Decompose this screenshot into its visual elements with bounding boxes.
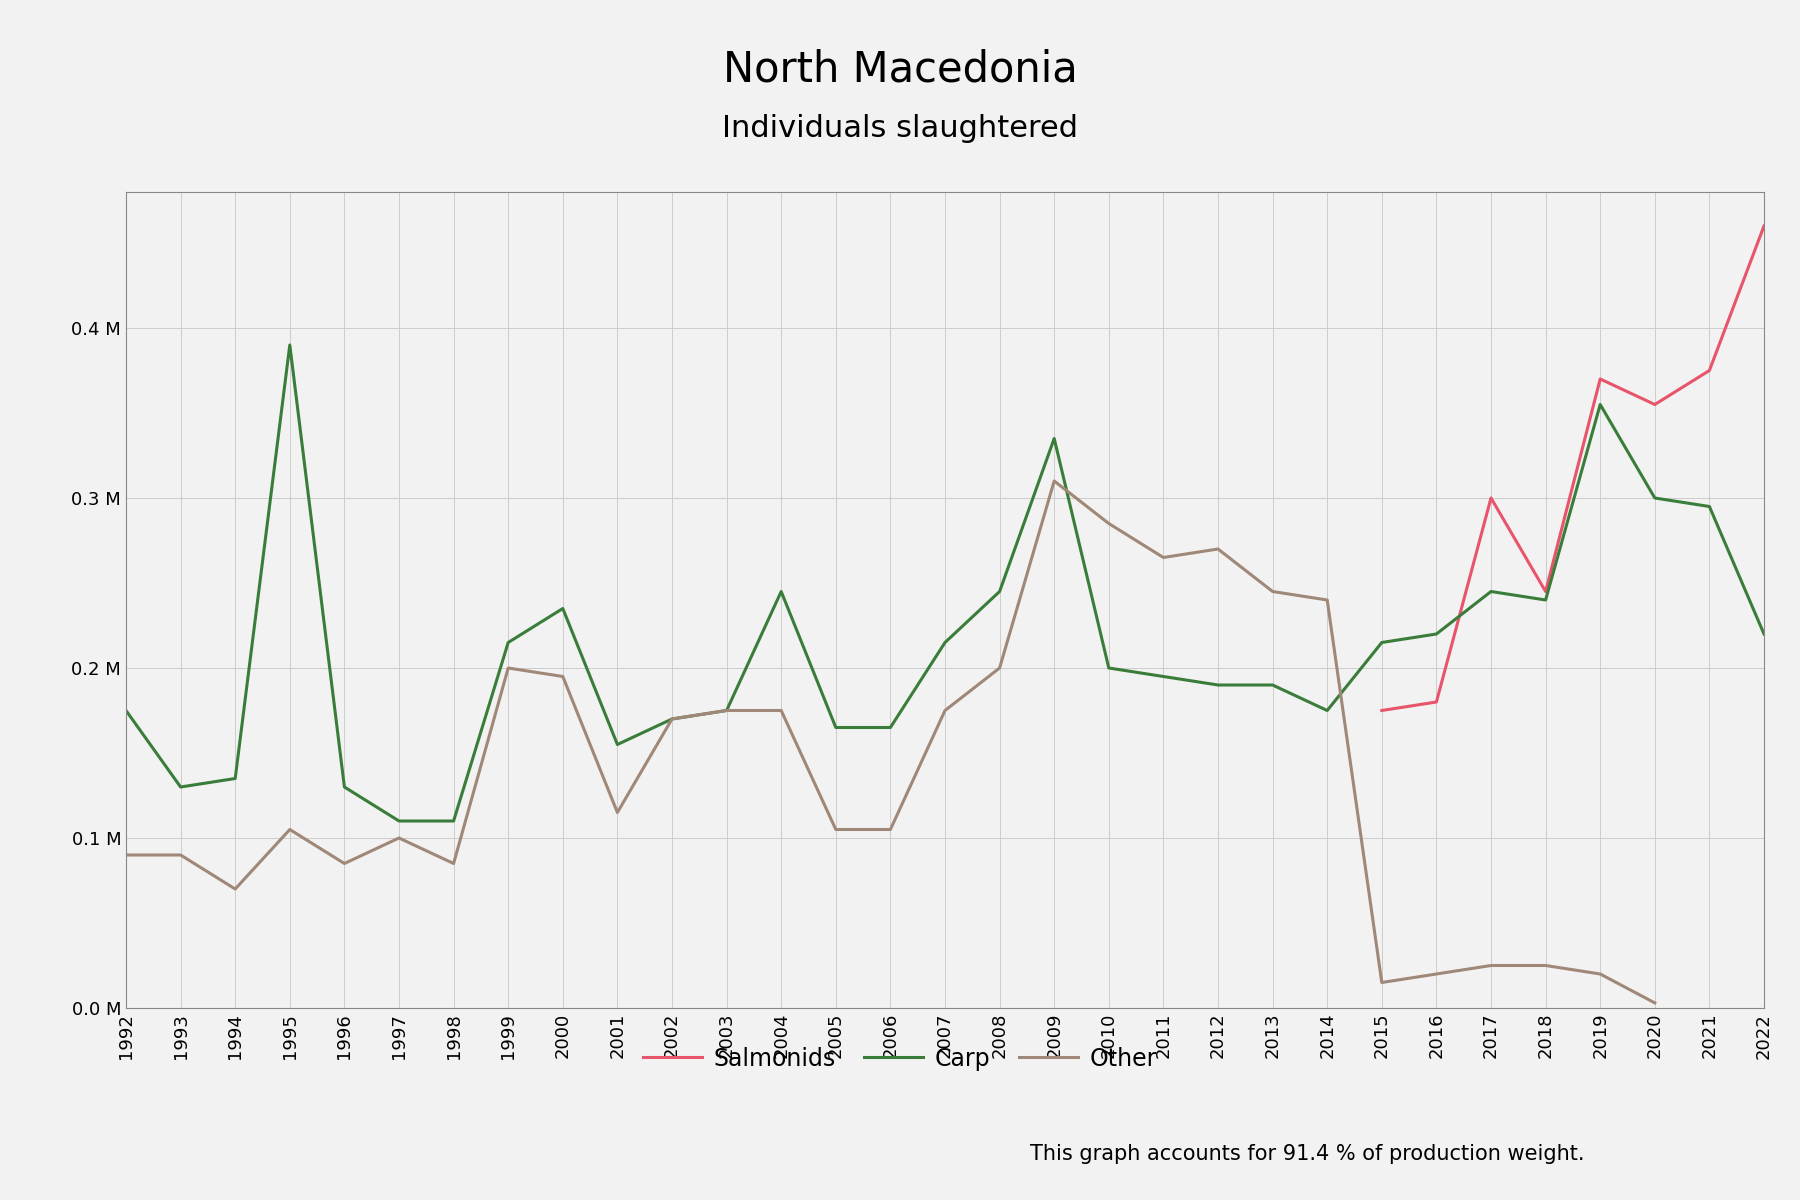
Carp <box>225 772 247 786</box>
Salmonids <box>1643 397 1665 412</box>
Carp <box>880 720 902 734</box>
Other <box>1372 976 1393 990</box>
Carp <box>607 737 628 751</box>
Salmonids <box>1372 703 1393 718</box>
Carp <box>333 780 355 794</box>
Carp <box>1643 491 1665 505</box>
Salmonids <box>1535 584 1557 599</box>
Other <box>934 703 956 718</box>
Carp <box>934 635 956 649</box>
Other <box>716 703 738 718</box>
Other <box>1262 584 1283 599</box>
Other <box>443 857 464 871</box>
Carp <box>1480 584 1501 599</box>
Line: Salmonids: Salmonids <box>1382 226 1764 710</box>
Other <box>661 712 682 726</box>
Carp <box>1316 703 1337 718</box>
Other <box>333 857 355 871</box>
Other <box>1589 967 1611 982</box>
Text: Individuals slaughtered: Individuals slaughtered <box>722 114 1078 143</box>
Other <box>607 805 628 820</box>
Carp <box>716 703 738 718</box>
Carp <box>1699 499 1721 514</box>
Carp <box>1426 626 1447 641</box>
Carp <box>988 584 1010 599</box>
Legend: Salmonids, Carp, Other: Salmonids, Carp, Other <box>634 1037 1166 1080</box>
Other <box>389 830 410 845</box>
Carp <box>1753 626 1775 641</box>
Salmonids <box>1699 364 1721 378</box>
Carp <box>1262 678 1283 692</box>
Other <box>1316 593 1337 607</box>
Other <box>279 822 301 836</box>
Carp <box>1152 670 1174 684</box>
Other <box>1044 474 1066 488</box>
Carp <box>279 337 301 352</box>
Carp <box>1589 397 1611 412</box>
Carp <box>169 780 191 794</box>
Carp <box>1044 431 1066 445</box>
Other <box>225 882 247 896</box>
Text: North Macedonia: North Macedonia <box>722 48 1078 90</box>
Other <box>1643 996 1665 1010</box>
Carp <box>115 703 137 718</box>
Carp <box>1098 661 1120 676</box>
Line: Other: Other <box>126 481 1654 1003</box>
Carp <box>389 814 410 828</box>
Other <box>1098 516 1120 530</box>
Other <box>1426 967 1447 982</box>
Other <box>988 661 1010 676</box>
Other <box>1535 959 1557 973</box>
Other <box>1208 541 1229 556</box>
Line: Carp: Carp <box>126 344 1764 821</box>
Salmonids <box>1589 372 1611 386</box>
Salmonids <box>1753 218 1775 233</box>
Other <box>1152 551 1174 565</box>
Other <box>169 847 191 862</box>
Other <box>553 670 574 684</box>
Carp <box>770 584 792 599</box>
Other <box>115 847 137 862</box>
Other <box>880 822 902 836</box>
Other <box>824 822 846 836</box>
Carp <box>1535 593 1557 607</box>
Salmonids <box>1480 491 1501 505</box>
Carp <box>443 814 464 828</box>
Other <box>497 661 518 676</box>
Other <box>770 703 792 718</box>
Carp <box>497 635 518 649</box>
Carp <box>661 712 682 726</box>
Other <box>1480 959 1501 973</box>
Carp <box>1372 635 1393 649</box>
Text: This graph accounts for 91.4 % of production weight.: This graph accounts for 91.4 % of produc… <box>1030 1144 1584 1164</box>
Carp <box>1208 678 1229 692</box>
Carp <box>553 601 574 616</box>
Carp <box>824 720 846 734</box>
Salmonids <box>1426 695 1447 709</box>
